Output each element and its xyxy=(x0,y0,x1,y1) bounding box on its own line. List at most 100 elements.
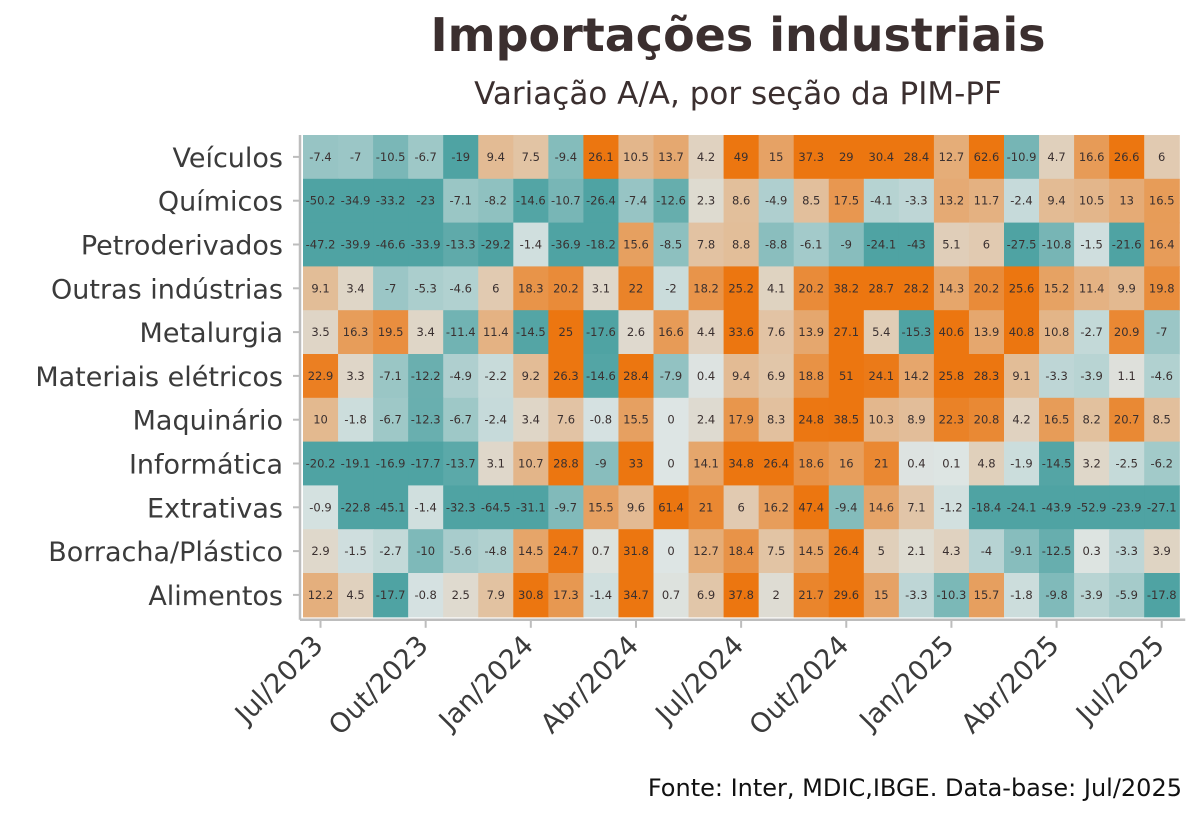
heatmap-cell xyxy=(828,178,865,224)
cell-value-label: -17.6 xyxy=(586,325,616,339)
cell-value-label: 7.6 xyxy=(767,325,785,339)
y-tick-label: Alimentos xyxy=(148,581,283,612)
cell-value-label: 3.4 xyxy=(346,281,364,295)
cell-value-label: 2 xyxy=(773,588,780,602)
heatmap-cell xyxy=(933,135,970,180)
cell-value-label: 16.6 xyxy=(1079,150,1105,164)
cell-value-label: 5.4 xyxy=(872,325,890,339)
heatmap-cell xyxy=(688,397,725,443)
heatmap-cell xyxy=(828,397,865,443)
heatmap-cell xyxy=(1039,573,1075,618)
heatmap-cell xyxy=(1004,354,1040,399)
heatmap-cell xyxy=(1004,573,1040,618)
cell-value-label: -7 xyxy=(350,150,361,164)
cell-value-label: 8.5 xyxy=(1153,413,1171,427)
cell-value-label: 24.7 xyxy=(553,544,579,558)
cell-value-label: -6.7 xyxy=(379,413,401,427)
heatmap-cell xyxy=(1039,441,1075,486)
cell-value-label: 0.1 xyxy=(942,457,960,471)
heatmap-cell xyxy=(408,441,444,486)
cell-value-label: 9.9 xyxy=(1118,281,1136,295)
heatmap-cell xyxy=(1109,485,1145,530)
heatmap-cell xyxy=(1144,397,1180,443)
cell-value-label: -12.5 xyxy=(1042,544,1072,558)
heatmap-cell xyxy=(828,310,865,355)
cell-value-label: -4.8 xyxy=(485,544,507,558)
cell-value-label: -10.5 xyxy=(376,150,406,164)
heatmap-cell xyxy=(478,573,514,618)
heatmap-cell xyxy=(548,178,584,224)
y-axis-labels: Veículos Químicos Petroderivados Outras ind… xyxy=(35,143,283,612)
heatmap-cell xyxy=(863,485,900,530)
heatmap-cell xyxy=(443,354,479,399)
heatmap-cell xyxy=(758,222,795,267)
heatmap-cell xyxy=(898,573,935,618)
cell-value-label: -24.1 xyxy=(1007,500,1037,514)
heatmap-cell xyxy=(968,354,1005,399)
cell-value-label: 11.4 xyxy=(1079,281,1105,295)
cell-value-label: 12.7 xyxy=(693,544,719,558)
heatmap-cell xyxy=(548,135,584,180)
cell-value-label: 16 xyxy=(839,457,854,471)
heatmap-cell xyxy=(618,354,655,399)
cell-value-label: -7 xyxy=(1156,325,1167,339)
cell-value-label: 24.1 xyxy=(869,369,895,383)
cell-value-label: 10.7 xyxy=(518,457,544,471)
heatmap-cell xyxy=(1144,573,1180,618)
heatmap-cell xyxy=(1074,222,1110,267)
cell-value-label: 49 xyxy=(734,150,749,164)
heatmap-cell xyxy=(583,266,620,311)
heatmap-cell xyxy=(443,485,479,530)
cell-value-label: 30.8 xyxy=(518,588,544,602)
cell-value-label: 0.7 xyxy=(662,588,680,602)
heatmap-cell xyxy=(898,310,935,355)
cell-value-label: -27.1 xyxy=(1147,500,1177,514)
cell-value-label: 2.9 xyxy=(311,544,329,558)
heatmap-cell xyxy=(1144,178,1180,224)
heatmap-cell xyxy=(373,135,409,180)
cell-value-label: 25.2 xyxy=(728,281,754,295)
heatmap-cell xyxy=(303,397,339,443)
cell-value-label: 2.1 xyxy=(907,544,925,558)
cell-value-label: 18.3 xyxy=(518,281,544,295)
cell-value-label: 18.6 xyxy=(798,457,824,471)
cell-value-label: -24.1 xyxy=(866,238,896,252)
cell-value-label: 6 xyxy=(983,238,990,252)
cell-value-label: 4.1 xyxy=(767,281,785,295)
heatmap-cell xyxy=(408,354,444,399)
heatmap-cell xyxy=(723,354,760,399)
cell-value-label: 17.3 xyxy=(553,588,579,602)
cell-value-label: 28.8 xyxy=(553,457,579,471)
heatmap-cell xyxy=(583,573,620,618)
heatmap-cell xyxy=(1074,573,1110,618)
x-tick-label: Jan/2025 xyxy=(853,630,961,738)
cell-value-label: 4.5 xyxy=(346,588,364,602)
heatmap-cell xyxy=(968,135,1005,180)
cell-value-label: 40.8 xyxy=(1009,325,1035,339)
heatmap-cell xyxy=(583,178,620,224)
cell-value-label: 19.5 xyxy=(378,325,404,339)
heatmap-cell xyxy=(688,441,725,486)
cell-value-label: 4.2 xyxy=(1012,413,1030,427)
heatmap-cell xyxy=(933,354,970,399)
cell-value-label: -10.7 xyxy=(551,194,581,208)
heatmap-cell xyxy=(793,354,830,399)
heatmap-cell xyxy=(1109,135,1145,180)
cell-value-label: -1.4 xyxy=(520,238,542,252)
cell-value-label: 2.4 xyxy=(697,413,715,427)
heatmap-cell xyxy=(688,310,725,355)
heatmap-cell xyxy=(338,310,374,355)
heatmap-cell xyxy=(968,178,1005,224)
heatmap-cell xyxy=(583,397,620,443)
heatmap-cell xyxy=(338,266,374,311)
heatmap-cell xyxy=(863,310,900,355)
heatmap-cell xyxy=(688,354,725,399)
cell-value-label: -1.5 xyxy=(344,544,366,558)
heatmap-cell xyxy=(303,178,339,224)
heatmap-cell xyxy=(513,485,549,530)
cell-value-label: -8.8 xyxy=(765,238,787,252)
cell-value-label: 9.1 xyxy=(311,281,329,295)
heatmap-cell xyxy=(408,529,444,574)
heatmap-cell xyxy=(688,178,725,224)
cell-value-label: -10 xyxy=(416,544,435,558)
